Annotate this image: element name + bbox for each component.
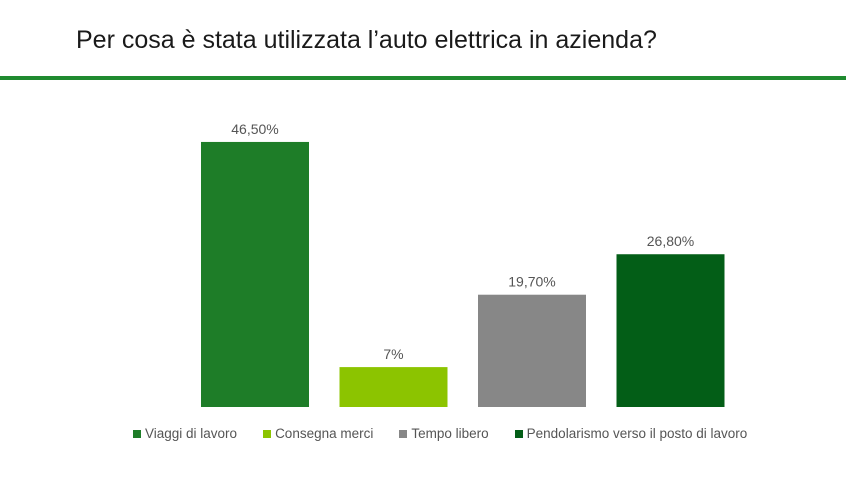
data-label-1: 46,50% [231,121,278,137]
legend-item-1: Viaggi di lavoro [133,426,237,441]
legend-swatch [263,429,272,438]
bar-3 [478,294,586,407]
legend-label: Consegna merci [275,426,374,441]
legend-label: Pendolarismo verso il posto di lavoro [526,426,748,441]
legend-swatch [133,429,141,438]
data-label-4: 26,80% [647,233,694,249]
legend-swatch [399,429,408,438]
legend-swatch [514,429,523,438]
legend-item-4: Pendolarismo verso il posto di lavoro [514,426,748,441]
legend-item-2: Consegna merci [263,426,373,441]
title-divider [0,76,846,80]
legend-label: Viaggi di lavoro [145,426,238,441]
bar-chart: 46,50% 7% 19,70% 26,80% [201,121,725,407]
bar-1 [201,141,309,407]
legend-item-3: Tempo libero [399,426,489,441]
data-label-2: 7% [383,346,403,362]
page-title: Per cosa è stata utilizzata l’auto elett… [76,26,657,54]
chart-legend: Viaggi di lavoro Consegna merci Tempo libe… [133,426,747,441]
bar-2 [339,367,448,407]
bar-4 [616,254,725,407]
legend-label: Tempo libero [411,426,489,441]
data-label-3: 19,70% [508,274,555,290]
